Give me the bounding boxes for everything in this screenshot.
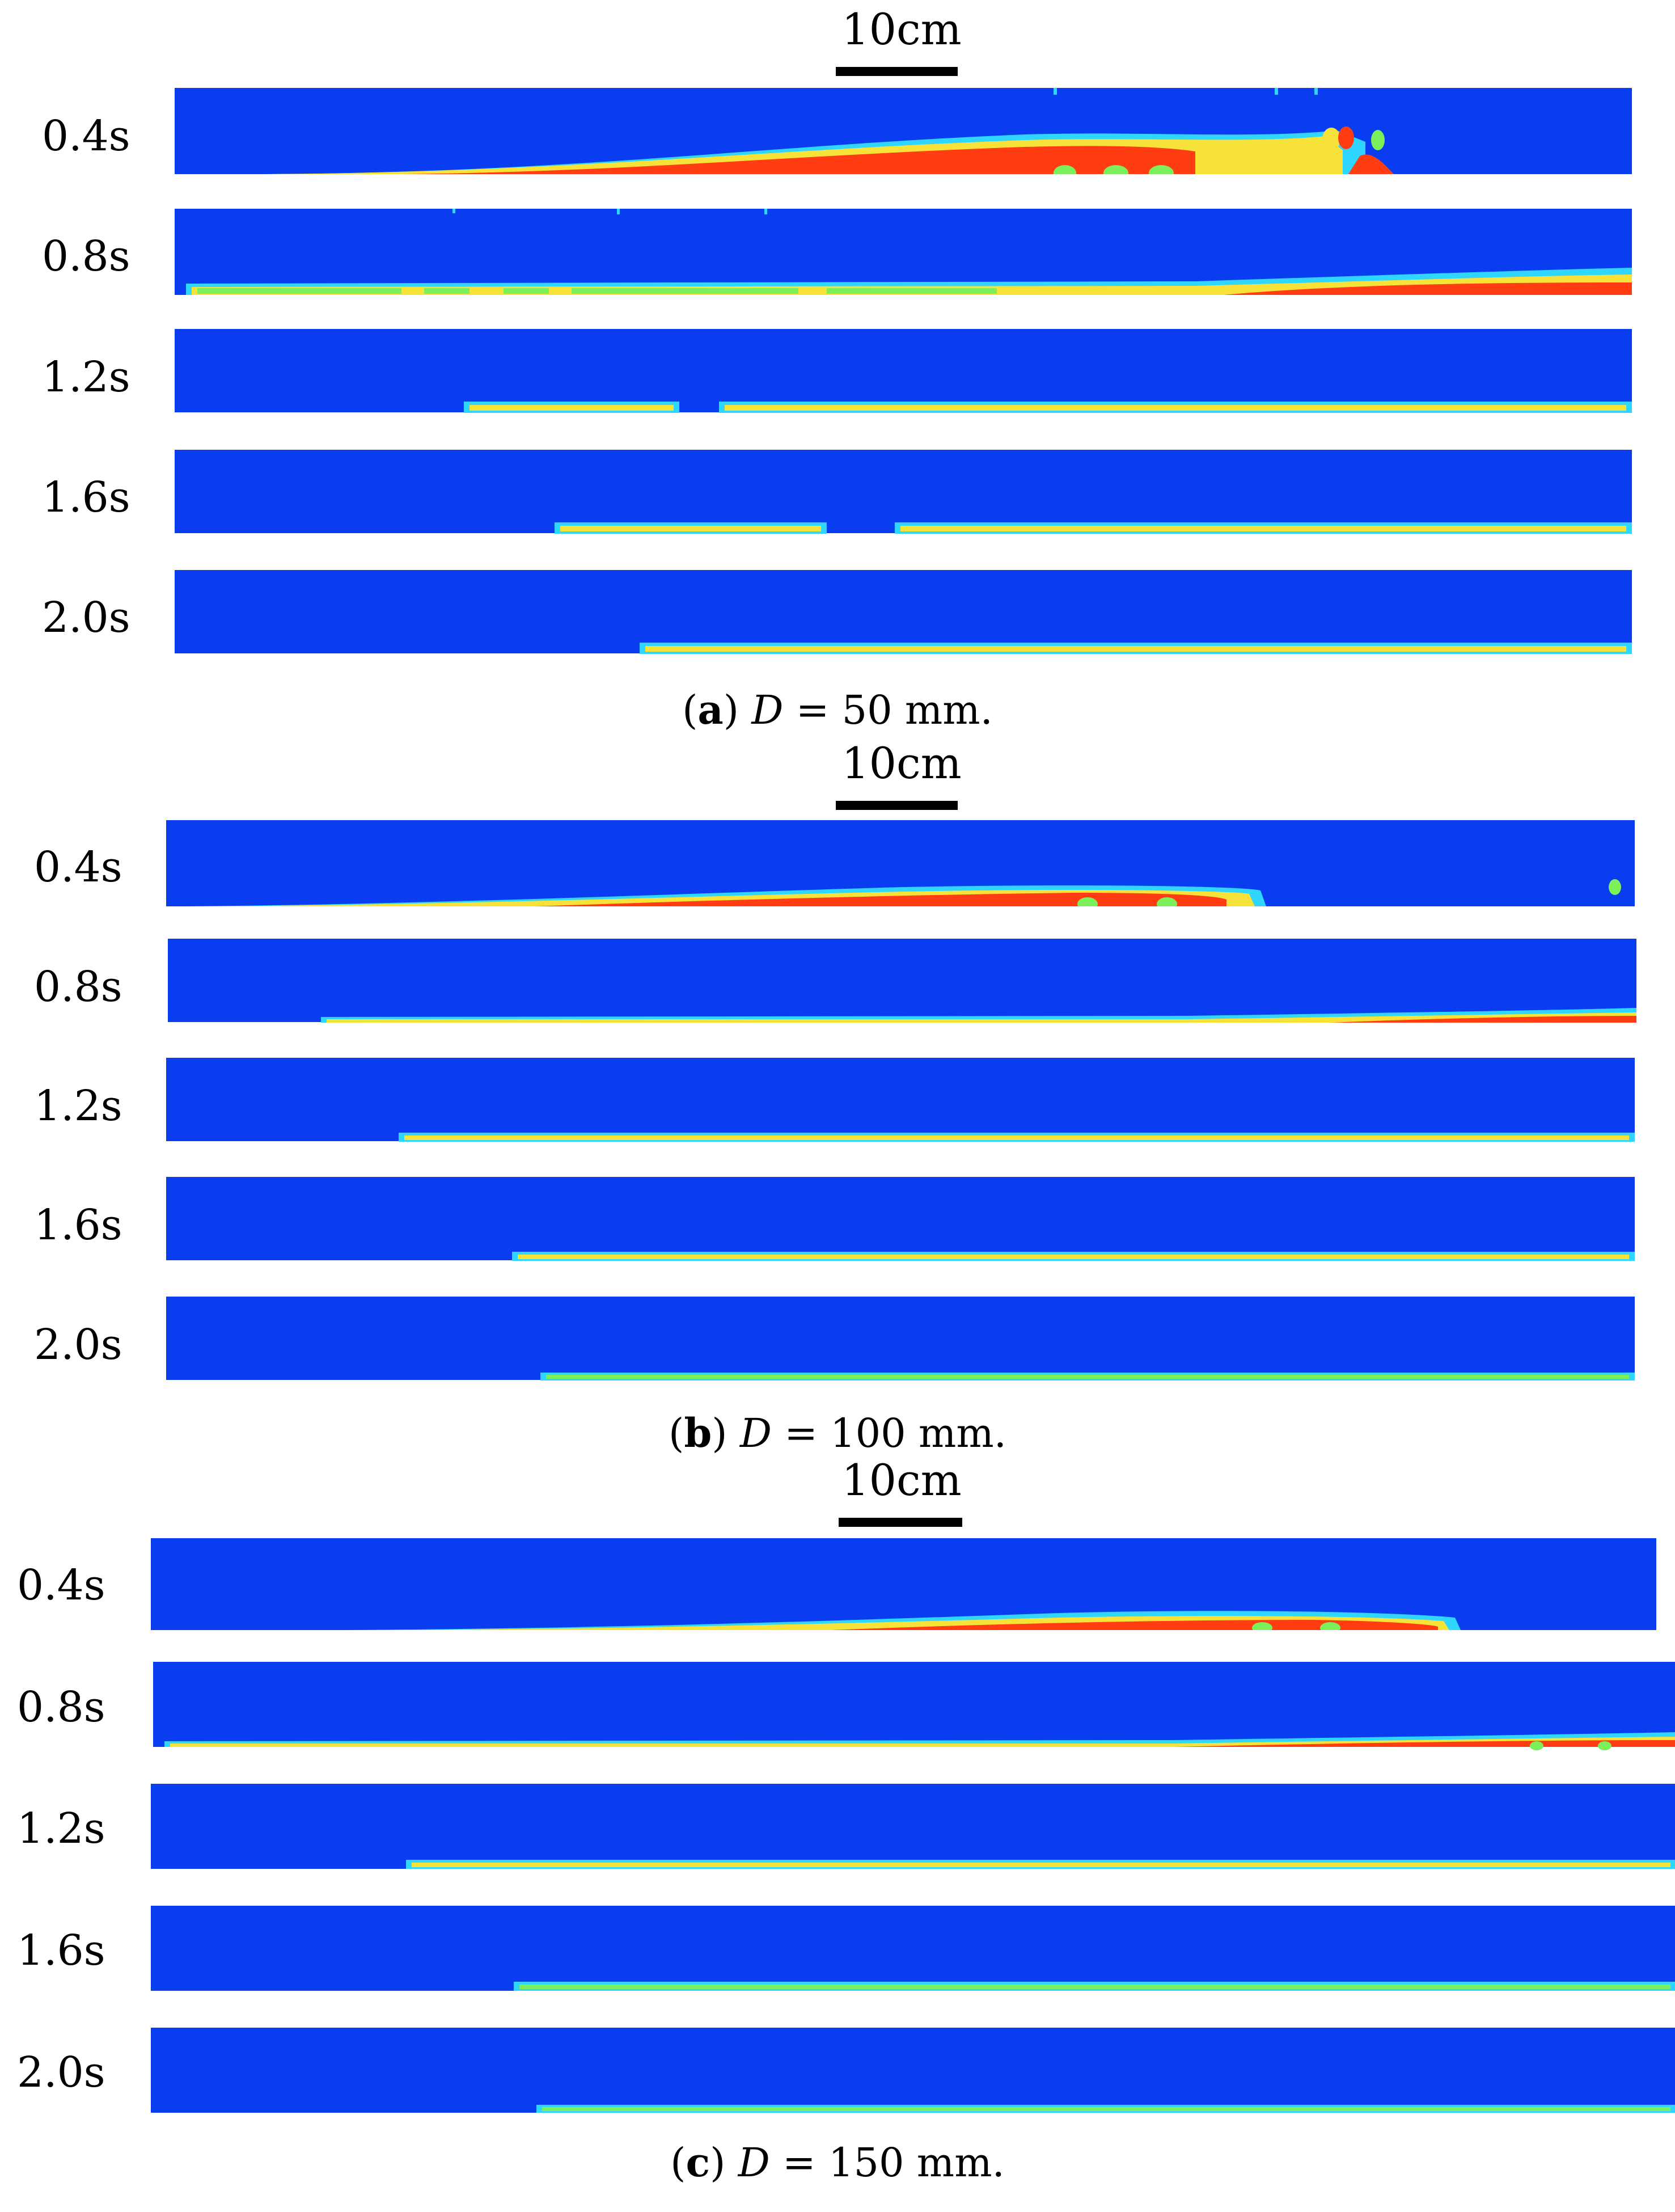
caption-var-c: D (738, 2139, 770, 2186)
snapshot-c-0-8s (153, 1662, 1675, 1751)
caption-var-a: D (751, 687, 784, 733)
time-label-a-4: 1.6s (42, 473, 130, 522)
time-label-a-2: 0.8s (42, 232, 130, 281)
time-label-c-4: 1.6s (17, 1926, 105, 1975)
caption-c: (c) D = 150 mm. (670, 2139, 1005, 2186)
caption-letter-b: b (684, 1409, 712, 1457)
time-label-a-3: 1.2s (42, 353, 130, 402)
snapshot-c-1-6s (151, 1906, 1675, 1995)
scale-bar-c (839, 1518, 962, 1527)
snapshot-a-0-4s (175, 88, 1632, 176)
time-label-a-1: 0.4s (42, 112, 130, 161)
time-label-c-1: 0.4s (17, 1561, 105, 1610)
scale-label-b: 10cm (841, 738, 962, 788)
scale-bar-a (836, 67, 958, 76)
caption-var-b: D (739, 1410, 772, 1457)
snapshot-b-0-8s (168, 939, 1636, 1027)
snapshot-c-1-2s (151, 1784, 1675, 1873)
time-label-b-2: 0.8s (34, 963, 122, 1011)
snapshot-c-2-0s (151, 2028, 1675, 2117)
snapshot-b-2-0s (166, 1297, 1635, 1384)
caption-letter-c: c (686, 2139, 710, 2186)
time-label-b-4: 1.6s (34, 1201, 122, 1249)
caption-b: (b) D = 100 mm. (669, 1409, 1006, 1457)
caption-letter-a: a (697, 686, 724, 733)
snapshot-c-0-4s (151, 1538, 1656, 1632)
time-label-a-5: 2.0s (42, 593, 130, 642)
snapshot-b-1-2s (166, 1058, 1635, 1146)
scale-label-a: 10cm (841, 4, 962, 54)
snapshot-b-0-4s (166, 820, 1635, 908)
snapshot-a-0-8s (175, 209, 1632, 297)
time-label-c-5: 2.0s (17, 2048, 105, 2097)
snapshot-a-1-2s (175, 329, 1632, 417)
caption-text-c: = 150 mm. (769, 2139, 1005, 2186)
scale-bar-b (836, 801, 958, 810)
caption-text-b: = 100 mm. (771, 1410, 1006, 1457)
time-label-c-3: 1.2s (17, 1804, 105, 1853)
snapshot-a-2-0s (175, 570, 1632, 658)
snapshot-a-1-6s (175, 450, 1632, 538)
snapshot-b-1-6s (166, 1177, 1635, 1265)
time-label-b-3: 1.2s (34, 1082, 122, 1130)
time-label-b-5: 2.0s (34, 1320, 122, 1369)
scale-label-c: 10cm (841, 1455, 962, 1505)
time-label-c-2: 0.8s (17, 1683, 105, 1732)
caption-text-a: = 50 mm. (783, 687, 993, 733)
time-label-b-1: 0.4s (34, 843, 122, 892)
caption-a: (a) D = 50 mm. (682, 686, 993, 733)
